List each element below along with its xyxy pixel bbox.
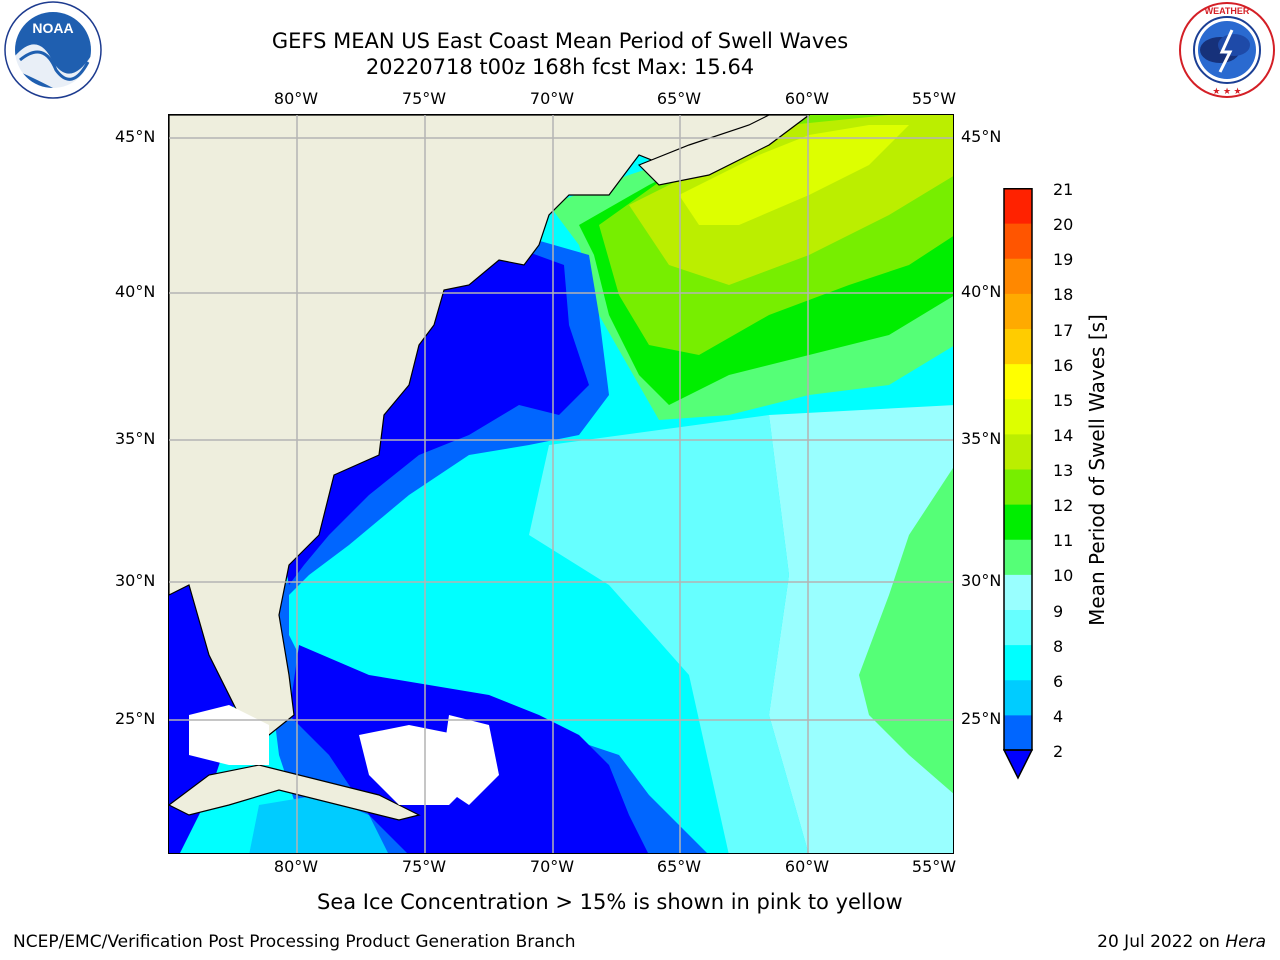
contour-2-4s-nearshore (279, 245, 589, 585)
host-name: Hera (1225, 932, 1266, 952)
colorbar (1003, 188, 1033, 780)
noaa-logo-icon: NOAA (4, 1, 102, 99)
colorbar-label-19: 19 (1053, 250, 1074, 270)
colorbar-segment-16-17 (1004, 328, 1032, 365)
colorbar-segment-11-12 (1004, 504, 1032, 540)
colorbar-label-8: 8 (1053, 636, 1064, 656)
colorbar-segment-13-14 (1004, 433, 1032, 470)
colorbar-segment-18-19 (1004, 258, 1032, 294)
colorbar-segment-20-21 (1004, 188, 1032, 224)
lat-tick-right-25n: 25°N (961, 709, 1002, 728)
svg-text:★ ★ ★: ★ ★ ★ (1212, 86, 1241, 96)
lon-tick-top-60w: 60°W (784, 89, 830, 108)
svg-text:WEATHER: WEATHER (1205, 6, 1250, 16)
lon-tick-bottom-80w: 80°W (273, 857, 319, 876)
sea-ice-footnote: Sea Ice Concentration > 15% is shown in … (317, 890, 903, 914)
colorbar-segment-15-16 (1004, 363, 1032, 400)
contour-4-6s-caribbean (249, 795, 388, 853)
generation-date: 20 Jul 2022 on Hera (1097, 932, 1266, 952)
contour-9-10s-southeast (859, 468, 953, 794)
lon-tick-bottom-70w: 70°W (529, 857, 575, 876)
graticule (169, 115, 953, 853)
colorbar-label-9: 9 (1053, 601, 1064, 621)
lat-tick-left-45n: 45°N (115, 127, 156, 146)
colorbar-label-18: 18 (1053, 285, 1074, 305)
colorbar-label-12: 12 (1053, 496, 1074, 516)
colorbar-segment-12-13 (1004, 469, 1032, 505)
producer-credit: NCEP/EMC/Verification Post Processing Pr… (13, 932, 576, 952)
colorbar-segment-2-4 (1004, 714, 1032, 751)
colorbar-segment-14-15 (1004, 398, 1032, 435)
land-cuba (169, 764, 421, 821)
svg-text:NOAA: NOAA (32, 20, 73, 36)
lon-tick-top-70w: 70°W (529, 89, 575, 108)
lon-tick-bottom-75w: 75°W (401, 857, 447, 876)
colorbar-label-17: 17 (1053, 320, 1074, 340)
map-canvas (169, 115, 953, 853)
contour-13-14s (679, 125, 909, 225)
lat-tick-right-30n: 30°N (961, 571, 1002, 590)
colorbar-segment-4-6 (1004, 679, 1032, 716)
colorbar-title: Mean Period of Swell Waves [s] (1085, 314, 1109, 626)
lat-tick-left-40n: 40°N (115, 282, 156, 301)
colorbar-label-15: 15 (1053, 390, 1074, 410)
colorbar-label-13: 13 (1053, 461, 1074, 480)
colorbar-label-10: 10 (1053, 566, 1074, 586)
contour-6-8s-center (529, 415, 809, 853)
lat-tick-right-45n: 45°N (961, 127, 1002, 146)
lon-tick-bottom-60w: 60°W (784, 857, 830, 876)
colorbar-segment-19-20 (1004, 223, 1032, 259)
colorbar-label-2: 2 (1053, 742, 1064, 761)
swell-period-map (168, 114, 954, 854)
colorbar-segment-10-11 (1004, 539, 1032, 575)
colorbar-segment-17-18 (1004, 293, 1032, 329)
chart-title: GEFS MEAN US East Coast Mean Period of S… (271, 29, 849, 53)
lon-tick-top-75w: 75°W (401, 89, 447, 108)
lon-tick-top-65w: 65°W (656, 89, 702, 108)
colorbar-segment-9-10 (1004, 574, 1032, 610)
national-weather-service-logo-icon: WEATHER ★ ★ ★ (1179, 2, 1275, 98)
colorbar-label-11: 11 (1053, 531, 1074, 551)
colorbar-label-4: 4 (1053, 706, 1064, 726)
lat-tick-right-35n: 35°N (961, 429, 1002, 448)
lat-tick-left-35n: 35°N (115, 429, 156, 448)
colorbar-extend-min-triangle (1003, 749, 1033, 780)
colorbar-frame (1003, 188, 1033, 751)
colorbar-label-21: 21 (1053, 180, 1074, 199)
generation-date-text: 20 Jul 2022 on (1097, 932, 1220, 952)
lat-tick-right-40n: 40°N (961, 282, 1002, 301)
colorbar-label-14: 14 (1053, 425, 1074, 445)
colorbar-label-16: 16 (1053, 355, 1074, 375)
chart-subtitle: 20220718 t00z 168h fcst Max: 15.64 (365, 55, 755, 79)
lon-tick-bottom-65w: 65°W (656, 857, 702, 876)
colorbar-label-20: 20 (1053, 215, 1074, 235)
colorbar-segment-6-8 (1004, 644, 1032, 681)
lat-tick-left-25n: 25°N (115, 709, 156, 728)
colorbar-label-6: 6 (1053, 671, 1064, 691)
lon-tick-bottom-55w: 55°W (911, 857, 957, 876)
lon-tick-top-55w: 55°W (911, 89, 957, 108)
lat-tick-left-30n: 30°N (115, 571, 156, 590)
lon-tick-top-80w: 80°W (273, 89, 319, 108)
missing-data-south (439, 715, 499, 805)
colorbar-segment-8-9 (1004, 609, 1032, 646)
